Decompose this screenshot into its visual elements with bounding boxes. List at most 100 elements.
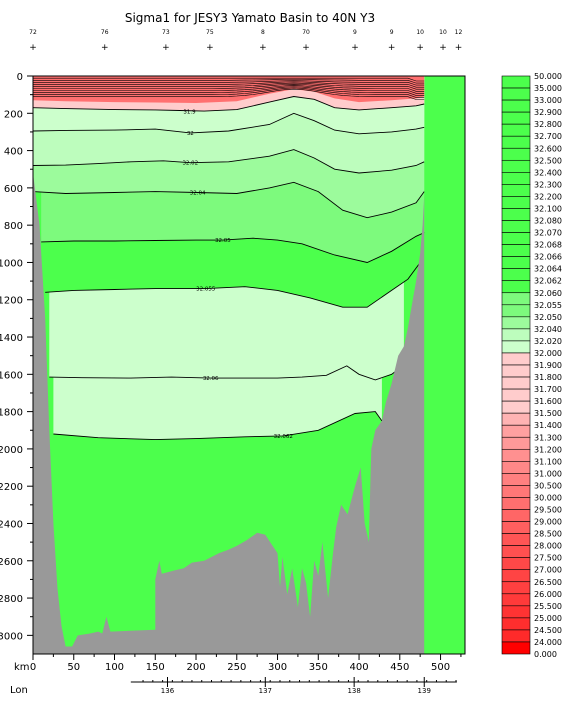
colorbar-cell (501, 581, 531, 595)
colorbar-cell (501, 304, 531, 318)
contour-line (45, 262, 421, 308)
colorbar-label: 27.500 (534, 554, 562, 563)
colorbar-cell (501, 220, 531, 233)
y-tick-label: 800 (4, 221, 23, 232)
colorbar-cell (501, 388, 531, 402)
lon-tick-label: 139 (418, 687, 431, 695)
colorbar-cell (501, 292, 531, 306)
y-tick-label: 1800 (0, 408, 23, 419)
station-marker: + (29, 43, 37, 53)
colorbar-cell (501, 147, 531, 161)
contour-label: 32.055 (196, 287, 216, 293)
colorbar-cell (501, 99, 531, 113)
x-tick-label: 500 (431, 662, 450, 673)
colorbar-label: 32.600 (534, 144, 562, 153)
colorbar-label: 35.000 (534, 84, 562, 93)
y-tick-label: 2400 (0, 519, 23, 530)
station-label: 75 (206, 29, 214, 36)
station-markers: 72 +76 +73 +75 +8 +70 +9 +9 +10 +10 +12 + (29, 29, 462, 53)
lon-tick-label: 138 (347, 687, 360, 695)
colorbar-cell (501, 521, 531, 534)
y-tick-label: 2000 (0, 445, 23, 456)
colorbar-label: 29.500 (534, 506, 562, 515)
surface-contour (33, 88, 425, 100)
colorbar-cell (501, 111, 531, 125)
y-tick-label: 1600 (0, 370, 23, 381)
colorbar-cell (501, 376, 531, 390)
colorbar-cell (501, 87, 531, 101)
surface-layer-fill (33, 76, 425, 103)
x-axis: 0 50 100 150 200 250 300 350 400 450 500 (30, 654, 462, 673)
colorbar-label: 32.800 (534, 120, 562, 129)
plot-frame (32, 75, 466, 655)
y-tick-label: 1200 (0, 296, 23, 307)
colorbar-label: 32.500 (534, 156, 562, 165)
station-marker: + (302, 43, 310, 53)
x-tick-label: 150 (146, 662, 165, 673)
colorbar-cell (501, 557, 531, 571)
colorbar-label: 32.050 (534, 313, 562, 322)
surface-contour (33, 81, 425, 88)
contour-line (32, 112, 425, 135)
colorbar-label: 30.500 (534, 481, 562, 490)
x-tick-label: 0 (30, 662, 36, 673)
seafloor (33, 173, 425, 654)
colorbar-cell (501, 605, 531, 619)
plot-area: 31.9 32 32.02 32.04 32.05 32.055 32.06 32.062 (32, 75, 466, 655)
contour-label: 31.9 (183, 109, 196, 115)
colorbar-cell (501, 485, 531, 498)
x-axis-label: km (14, 662, 30, 673)
surface-contour (33, 83, 425, 92)
colorbar-cell (501, 533, 531, 546)
contour-line (32, 96, 425, 112)
y-tick-label: 2600 (0, 557, 23, 568)
colorbar-cell (501, 159, 531, 173)
contour-line (32, 149, 425, 174)
colorbar-label: 0.000 (534, 650, 557, 659)
station-marker: + (416, 43, 424, 53)
x-tick-label: 350 (309, 662, 328, 673)
colorbar-label: 28.500 (534, 530, 562, 539)
contour-lines (32, 96, 425, 441)
colorbar-label: 25.000 (534, 614, 562, 623)
colorbar-label: 50.000 (534, 72, 562, 81)
colorbar-cell (501, 280, 531, 294)
colorbar-label: 32.000 (534, 349, 562, 358)
colorbar-cell (501, 172, 531, 185)
station-label: 9 (390, 29, 394, 36)
colorbar-cell (501, 629, 531, 643)
y-tick-label: 1000 (0, 258, 23, 269)
station-marker: + (388, 43, 396, 53)
colorbar-label: 24.000 (534, 638, 562, 647)
colorbar-label: 32.200 (534, 192, 562, 201)
colorbar-cell (501, 244, 531, 257)
colorbar-label: 31.900 (534, 361, 562, 370)
y-tick-label: 0 (17, 72, 23, 83)
surface-contour (33, 86, 425, 96)
station-label: 12 (455, 29, 463, 36)
colorbar-cell (501, 316, 531, 330)
y-tick-label: 2800 (0, 594, 23, 605)
colorbar-cell (501, 593, 531, 607)
station-marker: + (101, 43, 109, 53)
colorbar-label: 31.400 (534, 421, 562, 430)
colorbar-cell (501, 75, 531, 89)
colorbar-label: 32.300 (534, 180, 562, 189)
station-label: 72 (29, 29, 37, 36)
colorbar-label: 32.060 (534, 289, 562, 298)
colorbar: 50.000 35.000 33.000 32.900 32.800 32.700 32.6… (501, 72, 562, 659)
colorbar-cell (501, 436, 531, 450)
contour-label: 32.06 (203, 376, 219, 382)
colorbar-cell (501, 328, 531, 342)
colorbar-label: 24.500 (534, 626, 562, 635)
station-label: 70 (302, 29, 310, 36)
colorbar-cell (501, 641, 531, 655)
colorbar-label: 32.040 (534, 325, 562, 334)
colorbar-label: 31.300 (534, 433, 562, 442)
lon-tick-label: 137 (259, 687, 272, 695)
colorbar-cell (501, 184, 531, 197)
colorbar-cell (501, 509, 531, 522)
colorbar-label: 27.000 (534, 566, 562, 575)
colorbar-label: 31.500 (534, 409, 562, 418)
